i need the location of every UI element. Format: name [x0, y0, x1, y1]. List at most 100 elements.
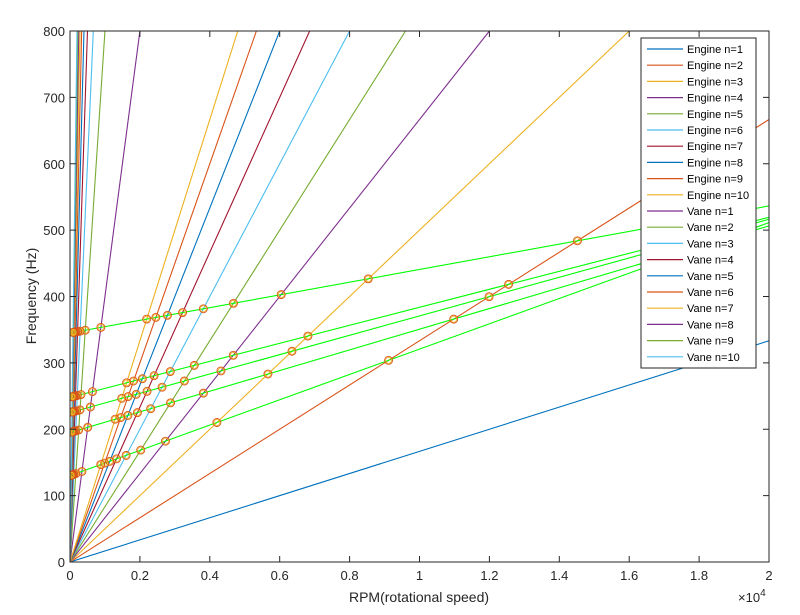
legend-label: Engine n=1 — [687, 44, 743, 56]
y-tick-label: 300 — [43, 356, 65, 371]
intersection-marker-inner-1-10 — [143, 315, 151, 323]
intersection-marker-inner-4-3 — [264, 370, 272, 378]
intersection-marker-1-11 — [96, 322, 106, 332]
x-axis-label: RPM(rotational speed) — [349, 589, 489, 605]
intersection-marker-5-7 — [112, 454, 122, 464]
intersection-marker-inner-4-11 — [84, 423, 92, 431]
intersection-marker-1-3 — [363, 274, 373, 284]
y-tick-label: 700 — [43, 90, 65, 105]
intersection-marker-inner-2-11 — [89, 388, 96, 396]
y-tick-label: 400 — [43, 290, 65, 305]
intersection-marker-3-10 — [117, 393, 127, 403]
intersection-markers-layer — [70, 236, 582, 480]
intersection-marker-inner-2-7 — [150, 372, 158, 380]
legend-label: Vane n=9 — [687, 336, 734, 348]
intersection-marker-1-20 — [70, 328, 78, 337]
intersection-marker-3-2 — [484, 292, 494, 302]
series-layer — [70, 31, 769, 562]
legend-label: Engine n=9 — [687, 174, 743, 186]
intersection-marker-inner-1-3 — [364, 275, 372, 283]
intersection-marker-inner-4-10 — [111, 415, 119, 423]
intersection-marker-inner-3-4 — [217, 367, 225, 375]
legend-label: Vane n=6 — [687, 287, 734, 299]
intersection-marker-inner-1-11 — [97, 323, 105, 331]
series-line-7 — [70, 31, 311, 562]
intersection-marker-inner-1-5 — [230, 299, 237, 307]
intersection-marker-3-7 — [142, 386, 152, 396]
intersection-marker-4-5 — [166, 398, 176, 408]
intersection-marker-2-20 — [70, 392, 77, 402]
legend-label: Engine n=8 — [687, 157, 743, 169]
series-line-11 — [70, 31, 141, 562]
legend-label: Vane n=10 — [687, 352, 740, 364]
intersection-marker-inner-5-5 — [137, 446, 145, 454]
legend-box — [640, 37, 757, 369]
intersection-marker-1-5 — [229, 298, 238, 308]
x-exponent-power: 4 — [760, 588, 766, 599]
legend-label: Engine n=4 — [687, 93, 743, 105]
intersection-marker-inner-2-8 — [138, 375, 146, 383]
legend-label: Engine n=7 — [687, 141, 743, 153]
intersection-marker-inner-3-11 — [87, 403, 94, 411]
intersection-marker-inner-4-6 — [147, 405, 155, 413]
intersection-marker-3-3 — [287, 346, 297, 356]
intersection-marker-inner-5-4 — [162, 437, 169, 445]
y-tick-label: 600 — [43, 157, 65, 172]
intersection-marker-1-8 — [162, 310, 172, 320]
intersection-marker-inner-5-20 — [70, 471, 75, 479]
legend-label: Vane n=8 — [687, 319, 734, 331]
intersection-marker-inner-1-7 — [179, 309, 186, 316]
intersection-marker-3-6 — [157, 382, 167, 392]
x-axis-exponent-label: ×104 — [738, 588, 766, 605]
intersection-marker-inner-1-12 — [81, 326, 89, 334]
intersection-marker-inner-4-4 — [199, 389, 207, 397]
intersection-marker-inner-1-6 — [199, 305, 207, 313]
intersection-marker-inner-1-2 — [574, 237, 581, 245]
intersection-marker-inner-4-7 — [134, 409, 141, 417]
intersection-marker-inner-3-8 — [132, 390, 140, 398]
x-tick-label: 0.6 — [271, 568, 289, 583]
intersection-marker-1-2 — [572, 236, 582, 246]
intersection-marker-1-9 — [151, 312, 161, 322]
series-line-6 — [70, 31, 351, 562]
x-tick-label: 1.6 — [620, 568, 638, 583]
intersection-marker-inner-2-6 — [166, 368, 174, 375]
intersection-marker-2-8 — [137, 374, 147, 384]
intersection-marker-3-20 — [70, 407, 77, 417]
intersection-marker-3-5 — [179, 376, 189, 386]
series-line-3 — [70, 31, 630, 562]
intersection-marker-1-10 — [142, 314, 152, 324]
legend-label: Vane n=2 — [687, 222, 734, 234]
intersection-marker-inner-3-10 — [118, 394, 126, 402]
intersection-marker-4-20 — [70, 427, 77, 437]
intersection-marker-inner-1-8 — [164, 311, 171, 319]
intersection-marker-2-9 — [129, 376, 138, 386]
intersection-marker-inner-3-6 — [158, 383, 166, 391]
legend-label: Vane n=4 — [687, 255, 734, 267]
intersection-marker-2-2 — [504, 279, 514, 289]
intersection-marker-5-9 — [100, 458, 110, 468]
intersection-marker-1-6 — [198, 304, 208, 314]
intersection-marker-2-7 — [149, 371, 159, 381]
intersection-marker-inner-4-8 — [124, 412, 132, 419]
x-tick-label: 1.8 — [690, 568, 708, 583]
intersection-marker-inner-2-10 — [123, 379, 131, 387]
legend-label: Engine n=10 — [687, 190, 749, 202]
series-line-5 — [70, 31, 406, 562]
intersection-marker-1-4 — [276, 290, 286, 300]
intersection-marker-inner-3-3 — [288, 347, 296, 355]
y-tick-label: 200 — [43, 422, 65, 437]
x-tick-label: 0 — [66, 568, 73, 583]
intersection-marker-inner-2-20 — [70, 393, 76, 401]
legend-label: Vane n=1 — [687, 206, 734, 218]
series-line-10 — [70, 31, 239, 562]
intersection-marker-2-5 — [189, 360, 199, 370]
series-line-4 — [70, 31, 490, 562]
x-tick-label: 0.8 — [341, 568, 359, 583]
x-tick-label: 1.4 — [550, 568, 568, 583]
intersection-marker-5-5 — [136, 445, 146, 455]
y-tick-label: 500 — [43, 223, 65, 238]
intersection-marker-2-4 — [228, 350, 238, 360]
intersection-marker-2-6 — [165, 367, 175, 376]
